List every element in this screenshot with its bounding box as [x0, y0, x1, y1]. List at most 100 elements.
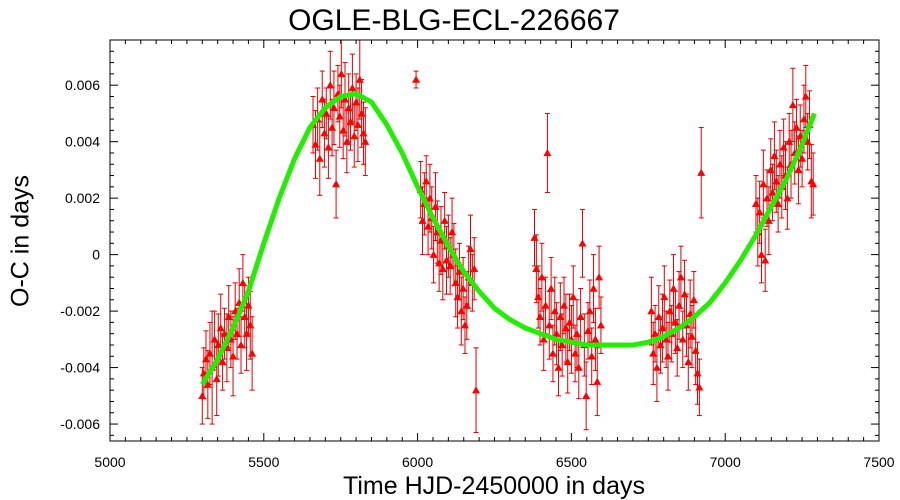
data-point — [673, 343, 682, 352]
data-point — [556, 312, 565, 320]
y-axis-label: O-C in days — [7, 175, 35, 307]
data-point — [438, 264, 447, 272]
data-point — [237, 340, 246, 349]
data-point — [678, 335, 687, 343]
data-point — [779, 143, 788, 151]
data-point — [348, 84, 357, 92]
y-axis-label-group: O-C in days — [7, 175, 35, 307]
data-point — [691, 346, 700, 354]
data-point — [536, 312, 545, 320]
data-point — [422, 177, 431, 185]
data-point — [578, 239, 587, 247]
data-point — [470, 264, 479, 272]
data-point — [339, 126, 348, 134]
data-point — [455, 267, 464, 275]
data-point — [665, 307, 674, 315]
x-tick-label: 5500 — [248, 454, 279, 470]
data-point — [353, 120, 362, 128]
data-point — [530, 233, 539, 241]
data-point — [344, 103, 353, 111]
data-point — [584, 326, 593, 335]
plot-frame — [109, 39, 880, 442]
data-point — [798, 154, 807, 162]
data-point — [785, 137, 794, 145]
chart-title: OGLE-BLG-ECL-226667 — [288, 4, 620, 37]
data-point — [763, 194, 772, 202]
data-point — [352, 98, 361, 106]
data-point — [203, 380, 212, 388]
data-point — [774, 199, 783, 207]
data-point — [695, 383, 704, 391]
data-point — [561, 324, 570, 332]
data-point — [589, 284, 598, 292]
data-point — [240, 312, 249, 320]
data-point — [435, 259, 444, 267]
data-point — [770, 151, 779, 159]
data-point — [772, 177, 781, 185]
data-point — [658, 324, 667, 332]
data-point — [216, 324, 225, 332]
data-point — [751, 199, 760, 207]
y-tick-label: 0 — [92, 247, 100, 263]
data-point — [466, 244, 475, 253]
data-point — [662, 335, 671, 343]
data-point — [652, 363, 661, 371]
data-point — [547, 284, 556, 292]
data-point — [799, 115, 808, 123]
data-point — [210, 335, 219, 343]
data-point — [342, 137, 351, 145]
data-point — [198, 391, 207, 400]
data-point — [541, 301, 550, 309]
data-point — [671, 318, 680, 326]
data-point — [663, 352, 672, 360]
data-point — [755, 208, 764, 216]
data-point — [233, 329, 242, 337]
data-point — [446, 261, 455, 270]
y-tick-label: -0.004 — [60, 360, 100, 376]
data-point — [238, 278, 247, 287]
data-point — [552, 329, 561, 337]
data-point — [337, 69, 346, 78]
data-point — [205, 349, 214, 357]
data-point — [448, 228, 457, 236]
data-point — [460, 321, 469, 329]
data-point — [457, 307, 466, 315]
x-tick-label: 7500 — [863, 454, 894, 470]
data-point — [801, 92, 810, 100]
data-point — [315, 154, 324, 162]
data-point — [697, 168, 706, 176]
fit-curve-group — [200, 91, 817, 386]
y-tick-label: 0.006 — [65, 77, 100, 93]
data-point — [440, 216, 449, 224]
data-point — [684, 357, 693, 366]
data-point — [582, 391, 591, 400]
data-point — [775, 160, 784, 168]
x-tick-label: 5000 — [94, 454, 125, 470]
data-point — [539, 335, 548, 343]
data-point — [436, 236, 445, 244]
data-point — [669, 284, 678, 292]
data-point — [335, 112, 344, 120]
data-point — [459, 284, 468, 292]
data-point — [649, 349, 658, 357]
data-point — [359, 129, 368, 137]
data-point — [220, 329, 229, 337]
data-point — [647, 307, 656, 315]
data-point — [656, 340, 665, 349]
data-point — [537, 273, 546, 281]
data-point — [355, 75, 364, 83]
data-point — [675, 301, 684, 309]
data-point — [587, 352, 596, 360]
data-point — [324, 143, 333, 151]
data-point — [229, 352, 238, 360]
data-point — [689, 295, 698, 304]
data-point — [794, 165, 803, 174]
data-point — [585, 307, 594, 315]
x-tick-label: 7000 — [710, 454, 741, 470]
data-point — [424, 222, 433, 230]
data-point — [593, 377, 602, 385]
data-point — [766, 165, 775, 174]
data-point — [596, 321, 605, 329]
x-tick-label: 6000 — [402, 454, 433, 470]
